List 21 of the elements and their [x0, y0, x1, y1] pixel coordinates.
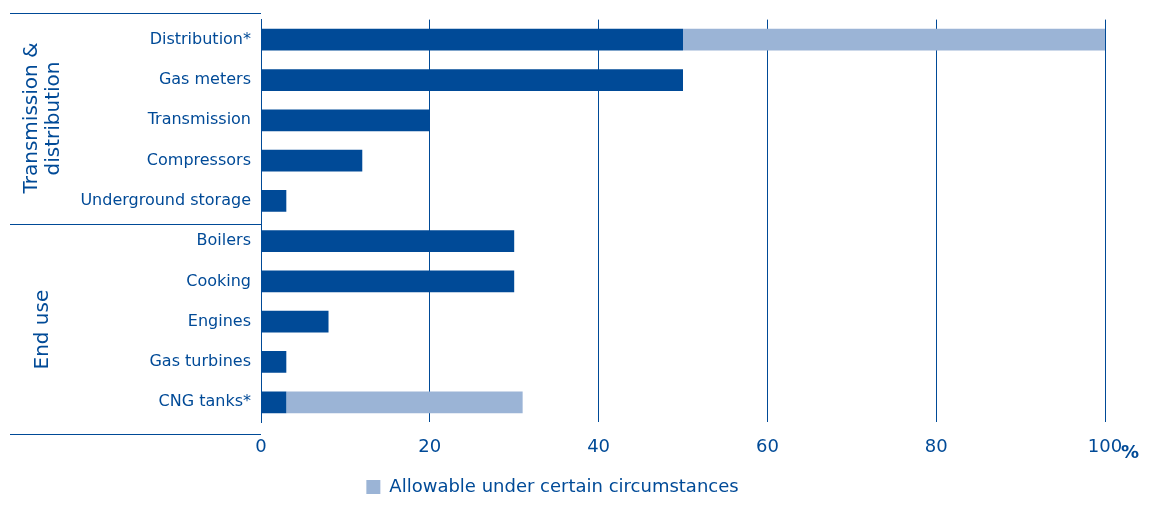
x-tick-label: 40	[587, 434, 611, 456]
legend-label: Allowable under certain circumstances	[389, 474, 739, 496]
y-tick-label: Gas turbines	[149, 351, 251, 371]
y-tick-label: Boilers	[196, 230, 251, 250]
bar	[286, 391, 523, 414]
y-tick-label: CNG tanks*	[158, 391, 251, 411]
x-tick-label: 0	[255, 434, 267, 456]
text: End use	[28, 287, 54, 371]
y-tick-label: Distribution*	[149, 28, 251, 48]
x-tick-label: 20	[418, 434, 442, 456]
text: Transmission & distribution	[17, 41, 65, 196]
y-tick-label: Engines	[187, 310, 251, 330]
x-axis-title: %	[1121, 441, 1140, 463]
y-tick-label: Underground storage	[80, 190, 251, 210]
y-tick-label: Gas meters	[158, 69, 251, 89]
y-tick-label: Cooking	[186, 270, 251, 290]
x-tick-label: 60	[755, 434, 779, 456]
y-tick-label: Transmission	[146, 109, 251, 129]
x-tick-label: 80	[924, 434, 948, 456]
bar	[683, 28, 1105, 51]
y-tick-label: Compressors	[146, 149, 251, 169]
